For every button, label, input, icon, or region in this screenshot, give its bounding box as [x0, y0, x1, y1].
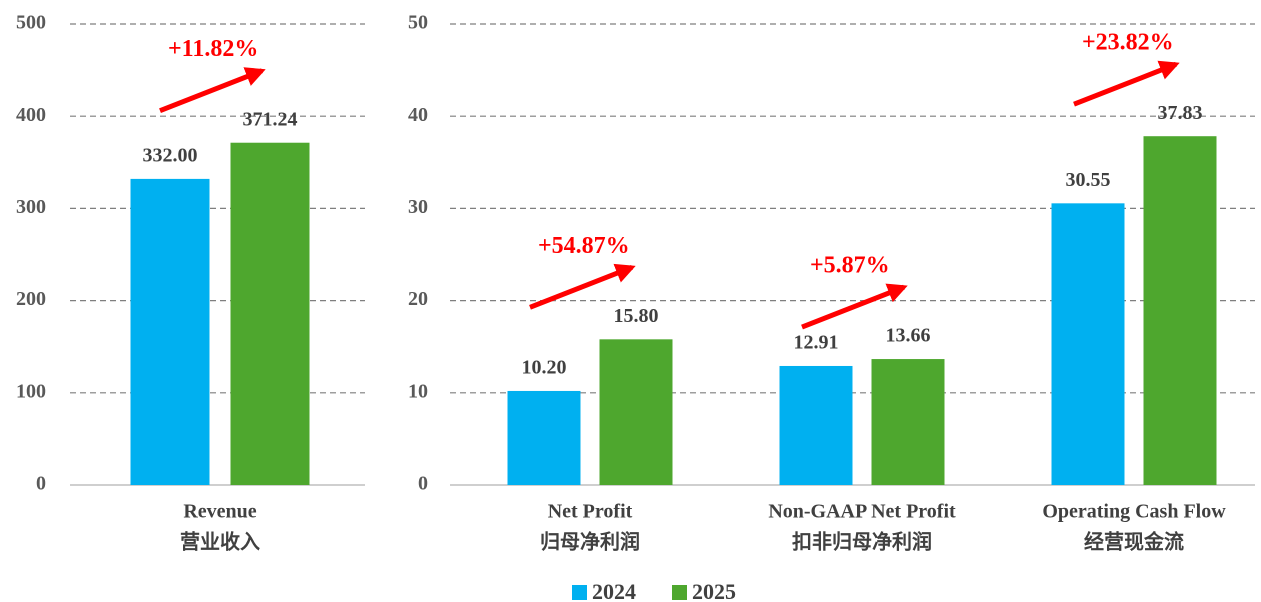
category-label: Revenue — [183, 501, 256, 523]
bar — [871, 359, 945, 485]
growth-annotation: +5.87% — [810, 253, 890, 279]
value-label: 13.66 — [886, 325, 931, 347]
trend-arrow — [159, 67, 266, 114]
legend-label: 2024 — [592, 579, 636, 602]
y-tick-label: 0 — [418, 473, 428, 495]
value-label: 30.55 — [1066, 169, 1111, 191]
bar — [1143, 136, 1217, 485]
category-label: 营业收入 — [180, 530, 260, 554]
category-label: 经营现金流 — [1084, 530, 1184, 554]
legend-swatch — [672, 585, 687, 600]
category-label: Operating Cash Flow — [1042, 501, 1226, 523]
y-tick-label: 400 — [16, 104, 46, 126]
y-tick-label: 200 — [16, 288, 46, 310]
bar — [779, 365, 853, 485]
value-label: 371.24 — [243, 108, 298, 130]
y-tick-label: 30 — [408, 196, 428, 218]
growth-annotation: +23.82% — [1082, 30, 1174, 56]
y-tick-label: 100 — [16, 380, 46, 402]
value-label: 12.91 — [794, 332, 839, 354]
category-label: Net Profit — [548, 501, 633, 523]
bar — [599, 339, 673, 485]
value-label: 37.83 — [1158, 102, 1203, 124]
legend-swatch — [572, 585, 587, 600]
legend-label: 2025 — [692, 579, 736, 602]
bar — [130, 178, 210, 485]
category-label: 扣非归母净利润 — [792, 530, 932, 554]
growth-annotation: +11.82% — [168, 36, 258, 62]
growth-annotation: +54.87% — [538, 233, 630, 259]
value-label: 10.20 — [522, 357, 567, 379]
value-label: 15.80 — [614, 305, 659, 327]
y-tick-label: 500 — [16, 12, 46, 34]
bar — [1051, 203, 1125, 486]
category-label: 归母净利润 — [540, 530, 640, 554]
bar — [507, 390, 581, 485]
trend-arrow — [529, 263, 636, 310]
y-tick-label: 0 — [36, 473, 46, 495]
y-tick-label: 10 — [408, 380, 428, 402]
trend-arrow — [1073, 60, 1180, 107]
trend-arrow — [801, 283, 908, 330]
y-tick-label: 40 — [408, 104, 428, 126]
value-label: 332.00 — [143, 144, 198, 166]
y-tick-label: 20 — [408, 288, 428, 310]
y-tick-label: 300 — [16, 196, 46, 218]
bar — [230, 142, 310, 485]
y-tick-label: 50 — [408, 12, 428, 34]
category-label: Non-GAAP Net Profit — [768, 501, 956, 523]
